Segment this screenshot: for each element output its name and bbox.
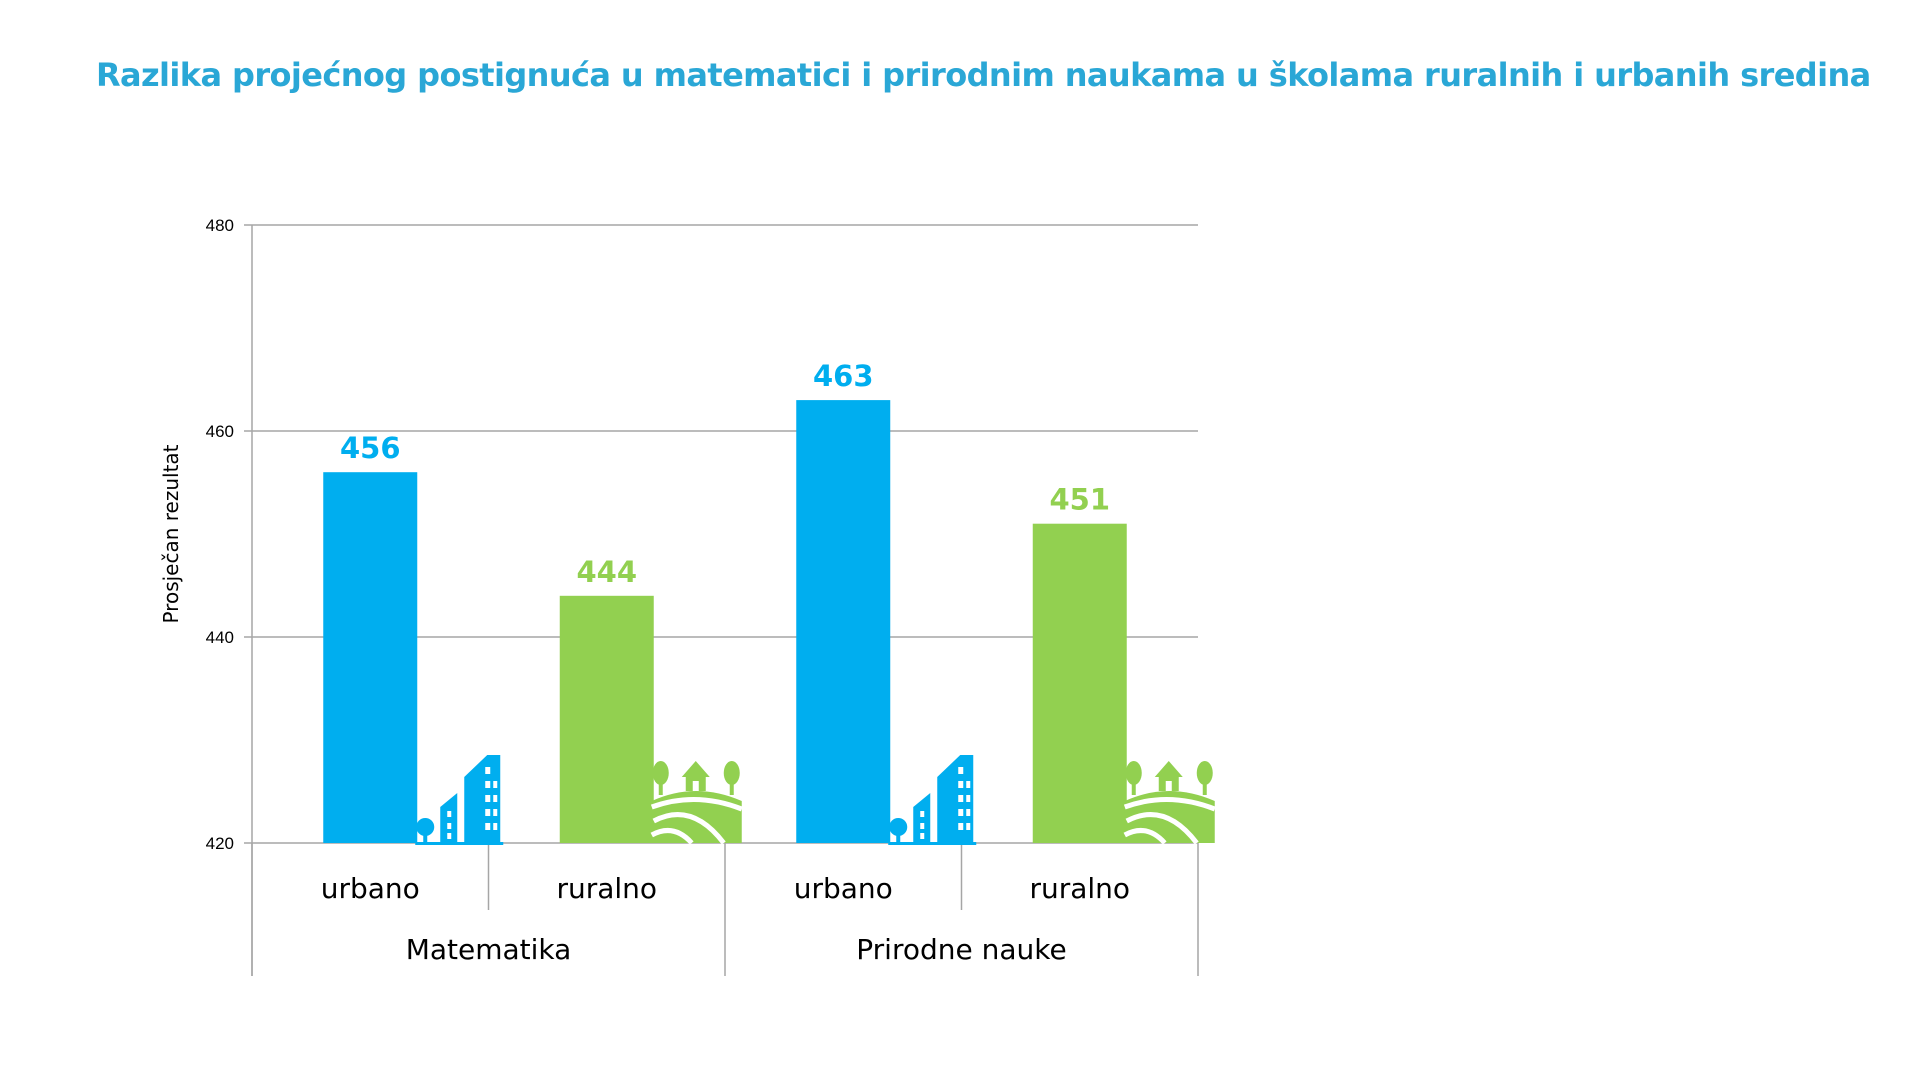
- group-label: Prirodne nauke: [856, 933, 1066, 966]
- category-label: ruralno: [556, 872, 657, 905]
- group-label: Matematika: [406, 933, 572, 966]
- bar-ruralno: [559, 595, 654, 843]
- category-label: ruralno: [1029, 872, 1130, 905]
- bar-urbano: [796, 400, 891, 843]
- y-tick-label: 480: [206, 216, 234, 235]
- countryside-house-icon: [1125, 761, 1215, 843]
- countryside-house-icon: [652, 761, 742, 843]
- data-label: 451: [1049, 483, 1110, 517]
- category-label: urbano: [794, 872, 893, 905]
- city-buildings-icon: [888, 755, 977, 845]
- chart-title: Razlika projećnog postignuća u matematic…: [96, 56, 1871, 94]
- y-tick-label: 420: [206, 834, 234, 853]
- y-tick-label: 460: [206, 422, 234, 441]
- data-label: 456: [340, 431, 401, 465]
- y-tick-label: 440: [206, 628, 234, 647]
- data-label: 444: [576, 555, 637, 589]
- category-label: urbano: [321, 872, 420, 905]
- y-axis-title: Prosječan rezultat: [159, 444, 183, 623]
- bar-urbano: [323, 472, 418, 843]
- city-buildings-icon: [415, 755, 504, 845]
- data-label: 463: [813, 359, 874, 393]
- bar-ruralno: [1032, 523, 1127, 843]
